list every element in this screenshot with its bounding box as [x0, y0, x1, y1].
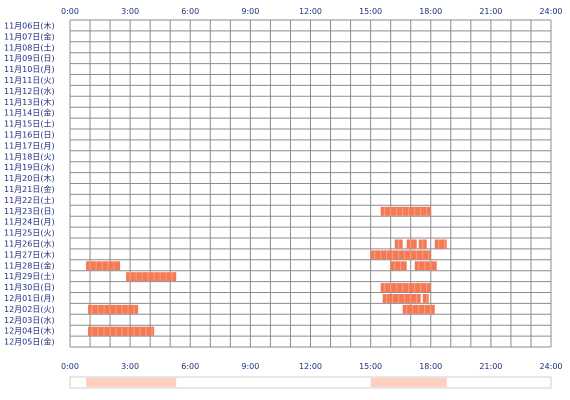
- activity-bar: [422, 294, 429, 303]
- activity-bar: [414, 261, 437, 271]
- activity-bar: [380, 283, 431, 292]
- x-tick-label-top: 18:00: [419, 7, 442, 16]
- row-label: 11月09日(日): [4, 54, 55, 63]
- row-label: 11月24日(月): [4, 218, 55, 227]
- row-label: 11月08日(土): [4, 42, 55, 52]
- row-label: 11月26日(水): [4, 239, 55, 249]
- summary-strip: [69, 376, 552, 389]
- activity-bar: [86, 261, 121, 271]
- x-tick-label-bottom: 24:00: [539, 362, 562, 371]
- top-axis-ticks: 0:00 3:00 6:00 9:00 12:00 15:00 18:00 21:00 24:0…: [61, 7, 563, 16]
- row-label: 12月02日(火): [4, 305, 55, 314]
- x-tick-label-top: 3:00: [121, 7, 139, 16]
- activity-bar: [406, 239, 417, 249]
- row-label: 11月30日(日): [4, 283, 55, 292]
- bottom-axis-ticks: 0:00 3:00 6:00 9:00 12:00 15:00 18:00 21:00 24:0…: [61, 362, 563, 371]
- x-tick-label-bottom: 15:00: [359, 362, 382, 371]
- row-label: 11月13日(木): [4, 97, 55, 107]
- summary-strip-segment: [86, 378, 177, 387]
- summary-strip-frame: [69, 376, 552, 389]
- x-tick-label-top: 9:00: [241, 7, 259, 16]
- x-tick-label-top: 0:00: [61, 7, 79, 16]
- row-label: 11月14日(金): [4, 108, 55, 118]
- row-label: 11月28日(金): [4, 260, 55, 270]
- x-tick-label-top: 15:00: [359, 7, 382, 16]
- activity-bar: [126, 272, 177, 282]
- row-label: 11月16日(日): [4, 131, 55, 140]
- row-label: 11月10日(月): [4, 65, 55, 74]
- row-labels: 11月06日(木)11月07日(金)11月08日(土) 11月09日(日) 11月1…: [4, 21, 55, 347]
- row-label: 12月01日(月): [4, 294, 55, 303]
- row-label: 11月22日(土): [4, 195, 55, 205]
- x-tick-label-bottom: 0:00: [61, 362, 79, 371]
- activity-bar: [380, 206, 431, 216]
- x-tick-label-bottom: 21:00: [479, 362, 502, 371]
- row-label: 11月17日(月): [4, 141, 55, 150]
- x-tick-label-top: 12:00: [299, 7, 322, 16]
- x-tick-label-bottom: 12:00: [299, 362, 322, 371]
- grid-lines: [69, 19, 552, 348]
- x-tick-label-bottom: 3:00: [121, 362, 139, 371]
- row-label: 11月15日(土): [4, 119, 55, 129]
- row-label: 12月03日(水): [4, 315, 55, 325]
- activity-bar: [88, 326, 155, 336]
- x-tick-label-top: 6:00: [181, 7, 199, 16]
- x-tick-label-top: 24:00: [539, 7, 562, 16]
- summary-strip-segment: [370, 378, 447, 387]
- x-tick-label-bottom: 18:00: [419, 362, 442, 371]
- row-label: 11月23日(日): [4, 207, 55, 216]
- row-label: 11月27日(木): [4, 249, 55, 259]
- row-label: 11月11日(火): [4, 76, 55, 85]
- activity-bar: [390, 261, 407, 271]
- row-label: 11月25日(火): [4, 229, 55, 238]
- row-label: 11月19日(水): [4, 162, 55, 172]
- x-tick-label-bottom: 6:00: [181, 362, 199, 371]
- row-label: 11月07日(金): [4, 31, 55, 41]
- activity-bar: [88, 304, 139, 314]
- x-tick-label-bottom: 9:00: [241, 362, 259, 371]
- activity-bar: [434, 239, 447, 249]
- row-label: 11月20日(木): [4, 173, 55, 183]
- activity-bar: [382, 294, 421, 303]
- row-label: 11月12日(水): [4, 86, 55, 96]
- activity-bar: [370, 250, 431, 260]
- row-label: 12月05日(金): [4, 337, 55, 347]
- row-label: 12月04日(木): [4, 326, 55, 336]
- row-label: 11月18日(火): [4, 152, 55, 161]
- row-label: 11月06日(木): [4, 21, 55, 31]
- row-label: 11月29日(土): [4, 271, 55, 281]
- x-tick-label-top: 21:00: [479, 7, 502, 16]
- activity-bars: [86, 206, 447, 336]
- row-label: 11月21日(金): [4, 184, 55, 194]
